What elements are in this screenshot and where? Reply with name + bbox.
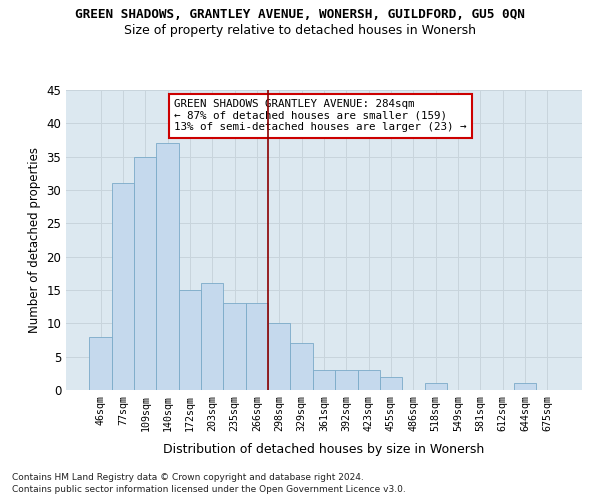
Text: Contains public sector information licensed under the Open Government Licence v3: Contains public sector information licen… <box>12 485 406 494</box>
Bar <box>246 304 268 390</box>
Bar <box>514 384 536 390</box>
Bar <box>157 144 179 390</box>
Bar <box>89 336 112 390</box>
Bar <box>179 290 201 390</box>
Bar <box>112 184 134 390</box>
Bar <box>380 376 402 390</box>
Text: GREEN SHADOWS GRANTLEY AVENUE: 284sqm
← 87% of detached houses are smaller (159): GREEN SHADOWS GRANTLEY AVENUE: 284sqm ← … <box>175 99 467 132</box>
Bar <box>313 370 335 390</box>
Y-axis label: Number of detached properties: Number of detached properties <box>28 147 41 333</box>
Text: Distribution of detached houses by size in Wonersh: Distribution of detached houses by size … <box>163 442 485 456</box>
Bar <box>335 370 358 390</box>
Text: GREEN SHADOWS, GRANTLEY AVENUE, WONERSH, GUILDFORD, GU5 0QN: GREEN SHADOWS, GRANTLEY AVENUE, WONERSH,… <box>75 8 525 20</box>
Text: Contains HM Land Registry data © Crown copyright and database right 2024.: Contains HM Land Registry data © Crown c… <box>12 472 364 482</box>
Bar <box>268 324 290 390</box>
Bar <box>223 304 246 390</box>
Bar <box>425 384 447 390</box>
Text: Size of property relative to detached houses in Wonersh: Size of property relative to detached ho… <box>124 24 476 37</box>
Bar <box>134 156 157 390</box>
Bar <box>201 284 223 390</box>
Bar <box>290 344 313 390</box>
Bar <box>358 370 380 390</box>
